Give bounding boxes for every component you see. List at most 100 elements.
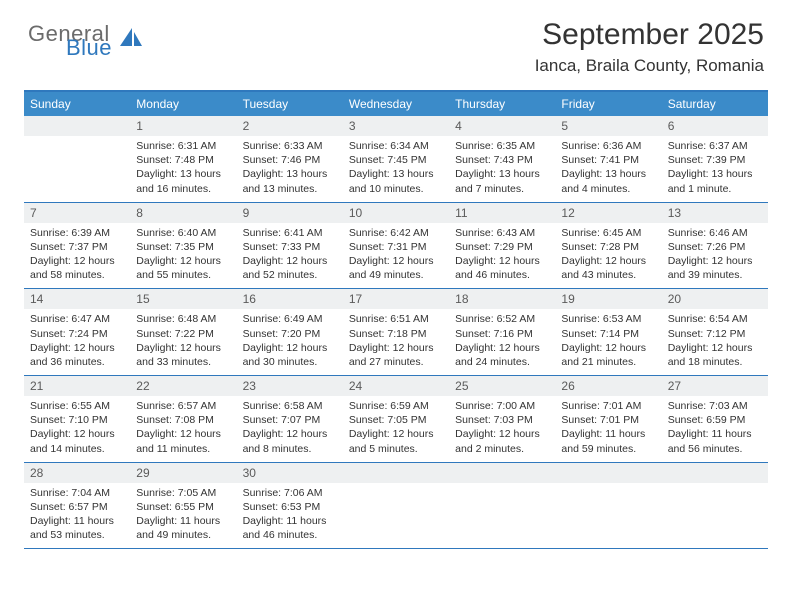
sunrise: Sunrise: 6:49 AM — [243, 312, 337, 326]
day-number: 14 — [24, 289, 130, 309]
day-cell: 20Sunrise: 6:54 AMSunset: 7:12 PMDayligh… — [662, 289, 768, 375]
sunset: Sunset: 7:05 PM — [349, 413, 443, 427]
sunset: Sunset: 6:57 PM — [30, 500, 124, 514]
day-details: Sunrise: 7:01 AMSunset: 7:01 PMDaylight:… — [555, 396, 661, 462]
sunrise: Sunrise: 6:36 AM — [561, 139, 655, 153]
sunrise: Sunrise: 6:31 AM — [136, 139, 230, 153]
day-number: 21 — [24, 376, 130, 396]
sunrise: Sunrise: 6:47 AM — [30, 312, 124, 326]
month-title: September 2025 — [535, 18, 764, 52]
daylight: Daylight: 12 hours and 18 minutes. — [668, 341, 762, 369]
day-number: 6 — [662, 116, 768, 136]
day-details: Sunrise: 6:53 AMSunset: 7:14 PMDaylight:… — [555, 309, 661, 375]
sunrise: Sunrise: 7:04 AM — [30, 486, 124, 500]
day-cell: 4Sunrise: 6:35 AMSunset: 7:43 PMDaylight… — [449, 116, 555, 202]
daylight: Daylight: 12 hours and 8 minutes. — [243, 427, 337, 455]
day-cell: 14Sunrise: 6:47 AMSunset: 7:24 PMDayligh… — [24, 289, 130, 375]
day-number: 23 — [237, 376, 343, 396]
daylight: Daylight: 12 hours and 5 minutes. — [349, 427, 443, 455]
day-number: 15 — [130, 289, 236, 309]
sunset: Sunset: 7:43 PM — [455, 153, 549, 167]
day-number — [662, 463, 768, 483]
week-row: 28 Sunrise: 7:04 AMSunset: 6:57 PM Dayligh… — [24, 463, 768, 550]
day-cell — [449, 463, 555, 549]
day-details: Sunrise: 6:39 AMSunset: 7:37 PMDaylight:… — [24, 223, 130, 289]
day-cell: 5Sunrise: 6:36 AMSunset: 7:41 PMDaylight… — [555, 116, 661, 202]
daylight: Daylight: 11 hours and 59 minutes. — [561, 427, 655, 455]
day-number: 24 — [343, 376, 449, 396]
day-number: 9 — [237, 203, 343, 223]
sunrise: Sunrise: 6:46 AM — [668, 226, 762, 240]
day-cell: 8Sunrise: 6:40 AMSunset: 7:35 PMDaylight… — [130, 203, 236, 289]
day-cell: 6Sunrise: 6:37 AMSunset: 7:39 PMDaylight… — [662, 116, 768, 202]
daylight: Daylight: 11 hours and 46 minutes. — [243, 514, 337, 542]
day-number: 10 — [343, 203, 449, 223]
day-number: 12 — [555, 203, 661, 223]
sunrise: Sunrise: 7:05 AM — [136, 486, 230, 500]
day-cell: 23Sunrise: 6:58 AMSunset: 7:07 PMDayligh… — [237, 376, 343, 462]
day-cell: 25Sunrise: 7:00 AMSunset: 7:03 PMDayligh… — [449, 376, 555, 462]
sunset: Sunset: 7:24 PM — [30, 327, 124, 341]
day-number: 29 — [130, 463, 236, 483]
day-number — [343, 463, 449, 483]
daylight: Daylight: 11 hours and 56 minutes. — [668, 427, 762, 455]
sunset: Sunset: 7:39 PM — [668, 153, 762, 167]
day-details: Sunrise: 6:31 AMSunset: 7:48 PMDaylight:… — [130, 136, 236, 202]
day-cell: 1Sunrise: 6:31 AMSunset: 7:48 PMDaylight… — [130, 116, 236, 202]
sunrise: Sunrise: 6:42 AM — [349, 226, 443, 240]
sunset: Sunset: 7:20 PM — [243, 327, 337, 341]
logo-text-blue: Blue — [66, 38, 112, 58]
day-cell: 15Sunrise: 6:48 AMSunset: 7:22 PMDayligh… — [130, 289, 236, 375]
day-number: 17 — [343, 289, 449, 309]
sunset: Sunset: 7:28 PM — [561, 240, 655, 254]
day-details: Sunrise: 6:46 AMSunset: 7:26 PMDaylight:… — [662, 223, 768, 289]
day-number: 28 — [24, 463, 130, 483]
daylight: Daylight: 12 hours and 24 minutes. — [455, 341, 549, 369]
day-details: Sunrise: 6:41 AMSunset: 7:33 PMDaylight:… — [237, 223, 343, 289]
day-details: Sunrise: 6:47 AMSunset: 7:24 PMDaylight:… — [24, 309, 130, 375]
day-cell: 13Sunrise: 6:46 AMSunset: 7:26 PMDayligh… — [662, 203, 768, 289]
daylight: Daylight: 13 hours and 1 minute. — [668, 167, 762, 195]
sunrise: Sunrise: 6:53 AM — [561, 312, 655, 326]
day-cell: 29Sunrise: 7:05 AMSunset: 6:55 PMDayligh… — [130, 463, 236, 549]
sunset: Sunset: 7:01 PM — [561, 413, 655, 427]
day-number: 18 — [449, 289, 555, 309]
day-cell: 26Sunrise: 7:01 AMSunset: 7:01 PMDayligh… — [555, 376, 661, 462]
sunset: Sunset: 6:53 PM — [243, 500, 337, 514]
daylight: Daylight: 13 hours and 13 minutes. — [243, 167, 337, 195]
day-cell: 12Sunrise: 6:45 AMSunset: 7:28 PMDayligh… — [555, 203, 661, 289]
day-number: 11 — [449, 203, 555, 223]
day-details: Sunrise: 7:06 AMSunset: 6:53 PMDaylight:… — [237, 483, 343, 549]
daylight: Daylight: 12 hours and 2 minutes. — [455, 427, 549, 455]
day-number: 13 — [662, 203, 768, 223]
sunset: Sunset: 7:33 PM — [243, 240, 337, 254]
daylight: Daylight: 12 hours and 39 minutes. — [668, 254, 762, 282]
day-number — [24, 116, 130, 136]
sunset: Sunset: 7:18 PM — [349, 327, 443, 341]
day-cell: 21Sunrise: 6:55 AMSunset: 7:10 PMDayligh… — [24, 376, 130, 462]
week-row: 7Sunrise: 6:39 AMSunset: 7:37 PMDaylight… — [24, 203, 768, 290]
day-header: Tuesday — [237, 92, 343, 116]
day-cell — [24, 116, 130, 202]
day-cell — [662, 463, 768, 549]
sunrise: Sunrise: 6:33 AM — [243, 139, 337, 153]
day-cell: 24Sunrise: 6:59 AMSunset: 7:05 PMDayligh… — [343, 376, 449, 462]
daylight: Daylight: 12 hours and 33 minutes. — [136, 341, 230, 369]
sunset: Sunset: 7:16 PM — [455, 327, 549, 341]
day-header: Saturday — [662, 92, 768, 116]
day-details: Sunrise: 6:36 AMSunset: 7:41 PMDaylight:… — [555, 136, 661, 202]
day-cell: 18Sunrise: 6:52 AMSunset: 7:16 PMDayligh… — [449, 289, 555, 375]
sunset: Sunset: 7:35 PM — [136, 240, 230, 254]
sunset: Sunset: 7:26 PM — [668, 240, 762, 254]
sunrise: Sunrise: 7:00 AM — [455, 399, 549, 413]
sunset: Sunset: 7:08 PM — [136, 413, 230, 427]
sunrise: Sunrise: 6:35 AM — [455, 139, 549, 153]
day-details: Sunrise: 6:37 AMSunset: 7:39 PMDaylight:… — [662, 136, 768, 202]
day-number: 25 — [449, 376, 555, 396]
day-number: 3 — [343, 116, 449, 136]
day-number: 16 — [237, 289, 343, 309]
daylight: Daylight: 13 hours and 10 minutes. — [349, 167, 443, 195]
day-details: Sunrise: 6:40 AMSunset: 7:35 PMDaylight:… — [130, 223, 236, 289]
daylight: Daylight: 12 hours and 43 minutes. — [561, 254, 655, 282]
day-header: Friday — [555, 92, 661, 116]
